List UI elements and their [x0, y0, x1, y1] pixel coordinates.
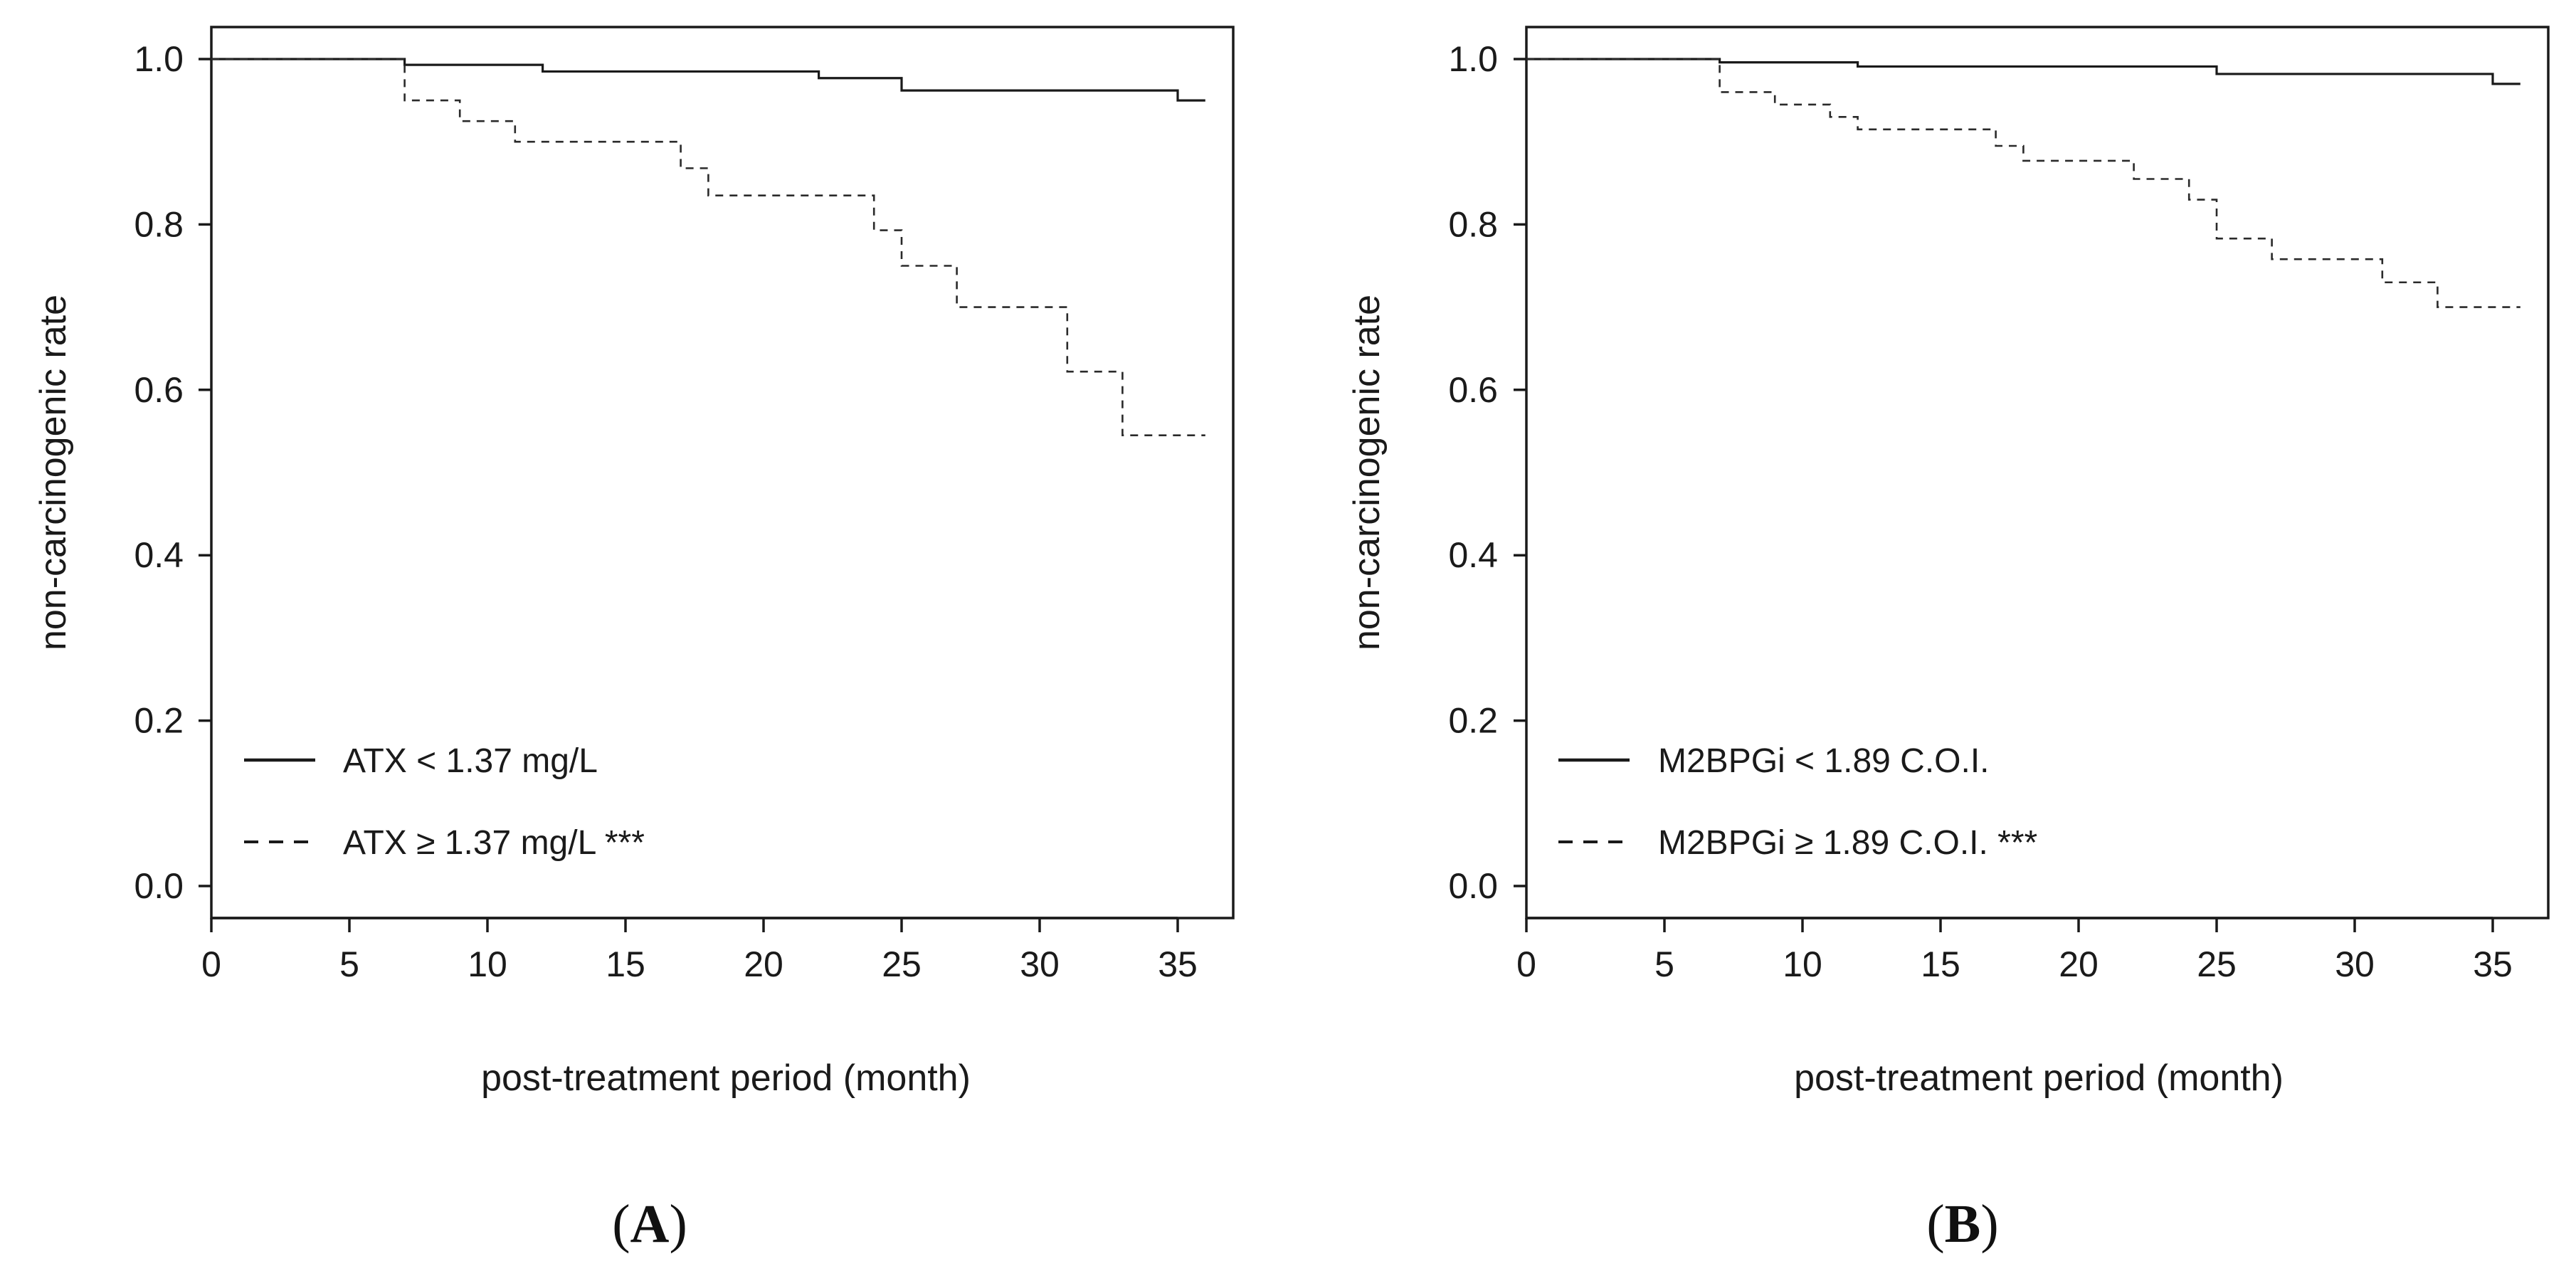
- y-tick-label: 0.6: [1448, 370, 1498, 410]
- x-axis-label: post-treatment period (month): [1794, 1058, 2284, 1099]
- series-line-solid: [1526, 58, 2520, 85]
- legend: ATX < 1.37 mg/L ATX ≥ 1.37 mg/L ***: [244, 742, 645, 862]
- x-axis-label: post-treatment period (month): [481, 1058, 971, 1099]
- legend-label-dashed: M2BPGi ≥ 1.89 C.O.I. ***: [1658, 824, 2037, 862]
- x-tick-label: 15: [606, 944, 645, 984]
- series-group: [1526, 58, 2520, 308]
- y-tick-label: 0.2: [134, 701, 184, 741]
- x-axis: 0 5 10 15 20 25 30 35: [201, 917, 1198, 984]
- x-tick-label: 5: [1654, 944, 1674, 984]
- x-tick-label: 25: [2197, 944, 2237, 984]
- y-tick-label: 0.6: [134, 370, 184, 410]
- chart-panel-a: 0.0 0.2 0.4 0.6 0.8 1.0 0 5 10 15 20 25 30 35 ATX < …: [33, 26, 1235, 1254]
- y-axis: 0.0 0.2 0.4 0.6 0.8 1.0: [134, 39, 211, 906]
- y-tick-label: 1.0: [134, 39, 184, 79]
- panel-label-b: (B): [1926, 1194, 1998, 1254]
- x-tick-label: 25: [882, 944, 922, 984]
- y-tick-label: 0.4: [134, 535, 184, 575]
- x-tick-label: 5: [339, 944, 359, 984]
- x-tick-label: 0: [201, 944, 221, 984]
- x-tick-label: 20: [2059, 944, 2099, 984]
- y-axis: 0.0 0.2 0.4 0.6 0.8 1.0: [1448, 39, 1526, 906]
- x-tick-label: 35: [2473, 944, 2513, 984]
- y-tick-label: 0.4: [1448, 535, 1498, 575]
- y-tick-label: 0.0: [1448, 866, 1498, 906]
- x-tick-label: 30: [1020, 944, 1060, 984]
- series-line-dashed: [1526, 58, 2520, 308]
- series-line-solid: [211, 58, 1205, 102]
- x-tick-label: 10: [468, 944, 507, 984]
- legend-label-solid: ATX < 1.37 mg/L: [343, 742, 598, 780]
- series-group: [211, 58, 1205, 437]
- x-tick-label: 30: [2335, 944, 2375, 984]
- legend: M2BPGi < 1.89 C.O.I. M2BPGi ≥ 1.89 C.O.I…: [1558, 742, 2037, 862]
- y-tick-label: 0.8: [134, 204, 184, 244]
- x-tick-label: 10: [1783, 944, 1822, 984]
- x-tick-label: 0: [1516, 944, 1536, 984]
- panel-label-a: (A): [612, 1194, 687, 1254]
- y-axis-label: non-carcinogenic rate: [33, 295, 74, 650]
- legend-label-dashed: ATX ≥ 1.37 mg/L ***: [343, 824, 645, 862]
- y-axis-label: non-carcinogenic rate: [1346, 295, 1388, 650]
- x-tick-label: 15: [1921, 944, 1960, 984]
- series-line-dashed: [211, 58, 1205, 437]
- x-tick-label: 20: [744, 944, 783, 984]
- x-axis: 0 5 10 15 20 25 30 35: [1516, 917, 2513, 984]
- plot-frame: [210, 26, 1235, 919]
- chart-panel-b: 0.0 0.2 0.4 0.6 0.8 1.0 0 5 10 15 20 25 30 35 M2BPGi…: [1346, 26, 2550, 1254]
- x-tick-label: 35: [1158, 944, 1198, 984]
- y-tick-label: 0.0: [134, 866, 184, 906]
- legend-label-solid: M2BPGi < 1.89 C.O.I.: [1658, 742, 1990, 780]
- y-tick-label: 1.0: [1448, 39, 1498, 79]
- y-tick-label: 0.2: [1448, 701, 1498, 741]
- y-tick-label: 0.8: [1448, 204, 1498, 244]
